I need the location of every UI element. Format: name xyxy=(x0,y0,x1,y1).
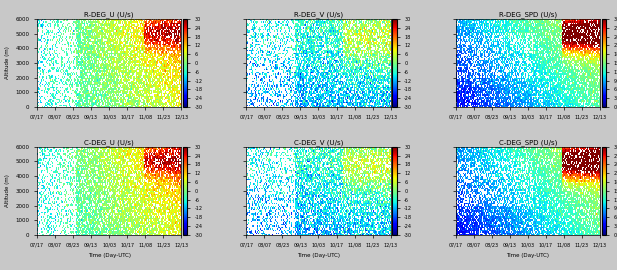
Title: C-DEG_V (U/s): C-DEG_V (U/s) xyxy=(294,139,343,146)
Title: R-DEG_U (U/s): R-DEG_U (U/s) xyxy=(85,11,134,18)
Title: R-DEG_SPD (U/s): R-DEG_SPD (U/s) xyxy=(499,11,557,18)
Y-axis label: Altitude (m): Altitude (m) xyxy=(5,174,10,207)
X-axis label: Time (Day-UTC): Time (Day-UTC) xyxy=(88,253,131,258)
Y-axis label: Altitude (m): Altitude (m) xyxy=(5,46,10,79)
Title: C-DEG_U (U/s): C-DEG_U (U/s) xyxy=(85,139,134,146)
X-axis label: Time (Day-UTC): Time (Day-UTC) xyxy=(507,253,549,258)
X-axis label: Time (Day-UTC): Time (Day-UTC) xyxy=(297,253,340,258)
Title: C-DEG_SPD (U/s): C-DEG_SPD (U/s) xyxy=(499,139,557,146)
Title: R-DEG_V (U/s): R-DEG_V (U/s) xyxy=(294,11,343,18)
